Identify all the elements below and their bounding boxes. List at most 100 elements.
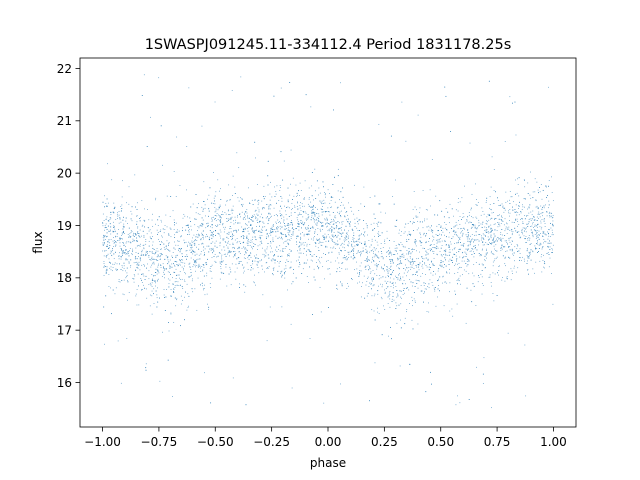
data-point — [185, 291, 186, 293]
data-point — [131, 254, 133, 256]
data-point — [159, 380, 161, 382]
data-point — [286, 259, 288, 261]
data-point — [284, 241, 286, 242]
data-point — [365, 223, 367, 225]
data-point — [471, 254, 473, 255]
data-point — [288, 227, 290, 229]
data-point — [468, 260, 470, 262]
data-point — [458, 236, 459, 238]
data-point — [470, 228, 472, 229]
data-point — [220, 199, 222, 200]
data-point — [189, 242, 191, 244]
data-point — [128, 253, 129, 254]
data-point — [534, 178, 536, 180]
data-point — [408, 267, 410, 268]
data-point — [552, 225, 554, 227]
data-point — [191, 246, 193, 248]
data-point — [240, 243, 241, 244]
data-point — [389, 281, 391, 283]
data-point — [436, 242, 438, 244]
data-point — [188, 295, 190, 297]
data-point — [419, 251, 420, 253]
data-point — [452, 236, 454, 238]
data-point — [191, 245, 192, 247]
data-point — [118, 279, 120, 280]
data-point — [351, 278, 352, 279]
data-point — [259, 260, 261, 262]
data-point — [358, 210, 360, 211]
data-point — [210, 266, 212, 267]
data-point — [241, 247, 243, 249]
data-point — [320, 244, 322, 246]
data-point — [526, 250, 528, 252]
data-point — [400, 279, 402, 281]
data-point — [118, 281, 120, 282]
data-point — [305, 212, 307, 214]
data-point — [406, 311, 407, 313]
data-point — [296, 243, 298, 245]
data-point — [519, 253, 521, 254]
data-point — [509, 191, 511, 192]
data-point — [408, 253, 409, 255]
data-point — [284, 223, 285, 224]
data-point — [505, 265, 506, 267]
data-point — [369, 400, 370, 402]
data-point — [376, 241, 378, 243]
data-point — [298, 252, 300, 254]
data-point — [500, 237, 502, 239]
data-point — [528, 256, 530, 258]
data-point — [105, 295, 107, 297]
data-point — [491, 242, 493, 244]
data-point — [353, 213, 355, 215]
data-point — [264, 196, 266, 197]
data-point — [241, 226, 243, 228]
data-point — [296, 195, 298, 197]
data-point — [374, 362, 376, 364]
data-point — [536, 233, 537, 235]
data-point — [310, 251, 312, 253]
data-point — [454, 232, 456, 234]
data-point — [213, 203, 214, 204]
data-point — [549, 215, 550, 216]
data-point — [416, 258, 418, 260]
data-point — [454, 233, 456, 235]
data-point — [432, 250, 434, 252]
data-point — [475, 262, 477, 263]
data-point — [512, 210, 514, 211]
data-point — [544, 218, 545, 219]
data-point — [259, 216, 261, 218]
data-point — [380, 283, 381, 285]
data-point — [247, 250, 248, 251]
data-point — [326, 235, 328, 237]
data-point — [537, 236, 539, 238]
data-point — [176, 299, 177, 301]
data-point — [504, 141, 506, 142]
data-point — [468, 214, 470, 216]
data-point — [456, 234, 457, 236]
data-point — [371, 279, 373, 281]
data-point — [357, 250, 359, 252]
data-point — [405, 283, 406, 285]
data-point — [318, 268, 319, 270]
data-point — [358, 219, 360, 221]
data-point — [281, 236, 282, 238]
data-point — [390, 286, 392, 287]
data-point — [369, 251, 371, 253]
data-point — [130, 218, 132, 220]
data-point — [335, 235, 336, 237]
data-point — [155, 285, 156, 287]
data-point — [116, 214, 118, 216]
data-point — [305, 250, 307, 252]
data-point — [459, 402, 461, 404]
data-point — [318, 242, 320, 244]
data-point — [414, 302, 416, 303]
data-point — [279, 190, 281, 191]
data-point — [549, 257, 551, 259]
data-point — [137, 262, 139, 264]
data-point — [208, 208, 210, 210]
data-point — [178, 248, 180, 250]
data-point — [495, 218, 497, 219]
data-point — [153, 303, 155, 304]
data-point — [285, 271, 286, 272]
data-point — [170, 195, 172, 197]
